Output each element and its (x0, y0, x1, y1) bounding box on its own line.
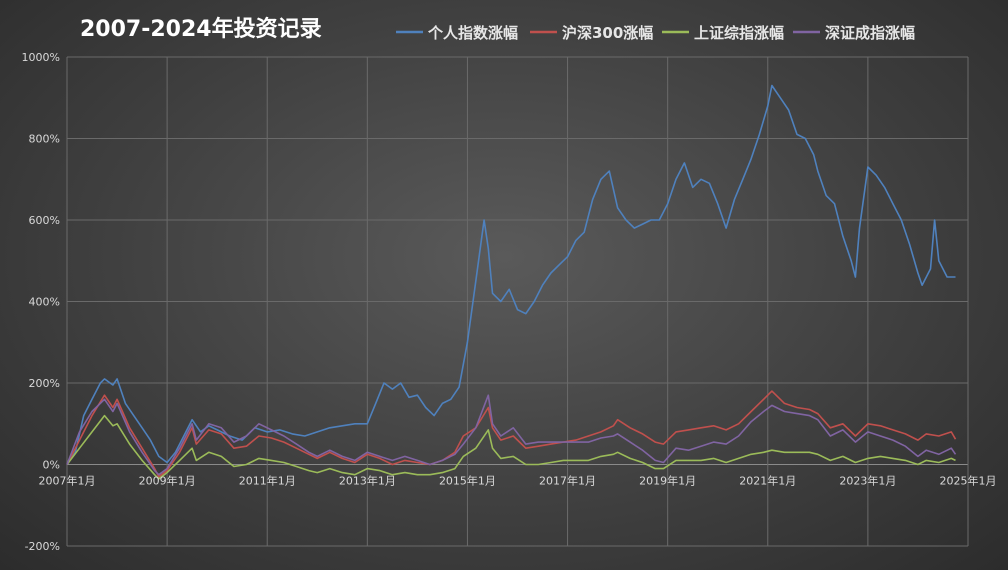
y-tick-label: 1000% (22, 51, 60, 64)
series-line-sse (66, 414, 956, 480)
chart-title: 2007-2024年投资记录 (80, 16, 322, 42)
legend-label-csi300: 沪深300涨幅 (562, 24, 653, 42)
x-tick-label: 2013年1月 (339, 474, 396, 488)
x-tick-label: 2019年1月 (639, 474, 696, 488)
x-tick-label: 2011年1月 (239, 474, 296, 488)
x-tick-label: 2015年1月 (439, 474, 496, 488)
series-lines (66, 84, 957, 480)
y-tick-label: 600% (29, 214, 60, 227)
x-tick-label: 2025年1月 (940, 474, 997, 488)
x-axis-tick-labels: 2007年1月 2009年1月 2011年1月 2013年1月 2015年1月 2017年… (39, 474, 997, 488)
y-tick-label: -200% (25, 540, 60, 553)
x-tick-label: 2007年1月 (39, 474, 96, 488)
legend-item-csi300: 沪深300涨幅 (530, 24, 653, 42)
y-tick-label: 0% (43, 459, 60, 472)
legend-item-personal: 个人指数涨幅 (396, 24, 518, 42)
legend-label-szse: 深证成指涨幅 (825, 24, 915, 42)
x-tick-label: 2017年1月 (539, 474, 596, 488)
grid-lines (66, 56, 969, 547)
legend: 个人指数涨幅 沪深300涨幅 上证综指涨幅 深证成指涨幅 (396, 24, 915, 42)
legend-item-sse: 上证综指涨幅 (662, 24, 784, 42)
legend-label-sse: 上证综指涨幅 (694, 24, 784, 42)
legend-label-personal: 个人指数涨幅 (427, 24, 518, 42)
x-tick-label: 2021年1月 (739, 474, 796, 488)
y-tick-label: 400% (29, 296, 60, 309)
x-tick-label: 2009年1月 (139, 474, 196, 488)
y-axis-tick-labels: -200% 0% 200% 400% 600% 800% 1000% (22, 51, 60, 553)
x-tick-label: 2023年1月 (839, 474, 896, 488)
y-tick-label: 800% (29, 133, 60, 146)
series-line-szse (66, 394, 957, 476)
series-line-csi300 (66, 390, 957, 478)
series-line-personal (66, 84, 956, 465)
y-tick-label: 200% (29, 377, 60, 390)
legend-item-szse: 深证成指涨幅 (793, 24, 915, 42)
